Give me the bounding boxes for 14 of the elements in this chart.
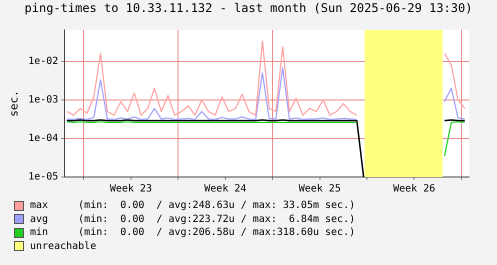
x-tick-label: Week 24 (204, 184, 246, 195)
y-axis-title: sec. (7, 90, 20, 117)
legend-label: avg (min: 0.00 / avg:223.72u / max: 6.84m sec.) (30, 212, 356, 226)
legend-label: max (min: 0.00 / avg:248.63u / max: 33.05m sec.) (30, 199, 356, 212)
y-tick-label: 1e-04 (28, 133, 58, 144)
chart-title: ping-times to 10.33.11.132 - last month (Sun 2025-06-29 13:30) (24, 0, 474, 16)
x-tick-label: Week 25 (298, 184, 341, 195)
legend-label: min (min: 0.00 / avg:206.58u / max:318.60u sec.) (30, 226, 356, 240)
y-tick-label: 1e-03 (28, 94, 58, 106)
legend-label: unreachable (30, 240, 96, 253)
y-tick-label: 1e-05 (28, 172, 58, 183)
y-tick-label: 1e-02 (28, 56, 58, 67)
x-tick-label: Week 23 (110, 184, 152, 195)
x-tick-label: Week 26 (393, 184, 436, 195)
